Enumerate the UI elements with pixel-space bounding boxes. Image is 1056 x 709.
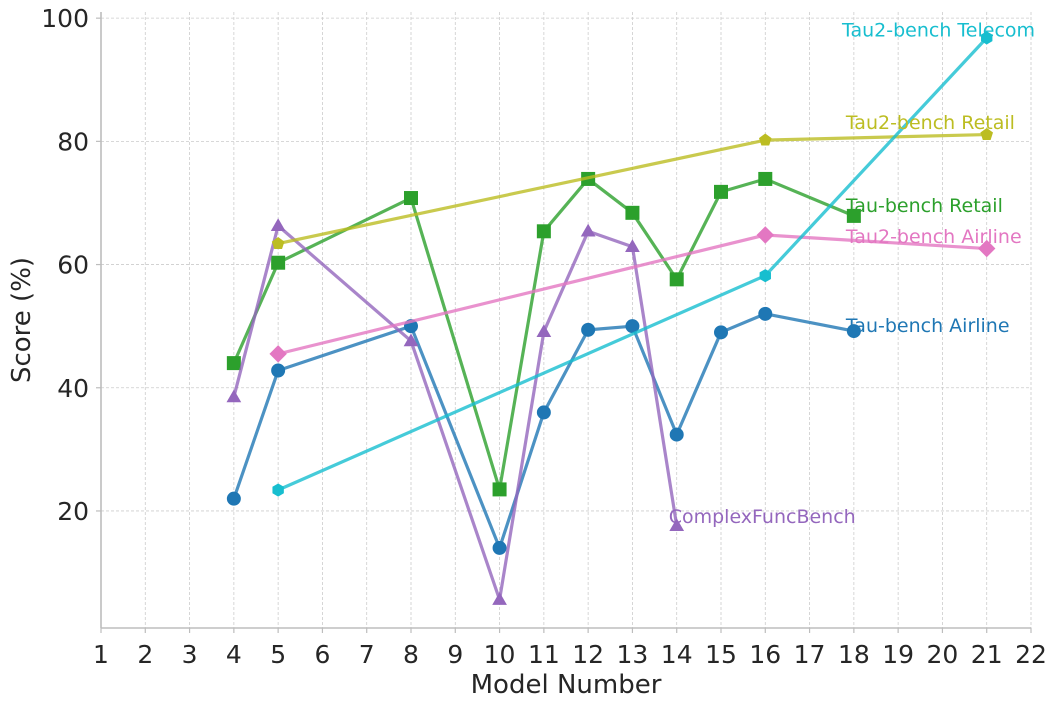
- x-tick-label: 5: [270, 640, 286, 669]
- x-tick-label: 12: [572, 640, 604, 669]
- data-point-square: [846, 208, 861, 223]
- x-tick-label: 15: [705, 640, 737, 669]
- data-point-circle: [581, 322, 596, 337]
- x-tick-label: 1: [93, 640, 109, 669]
- series: [226, 31, 996, 605]
- x-tick-label: 11: [528, 640, 560, 669]
- data-point-square: [226, 356, 241, 371]
- x-tick-label: 14: [661, 640, 693, 669]
- data-point-square: [758, 171, 773, 186]
- series-label: Tau-bench Airline: [845, 315, 1010, 337]
- data-point-hexagon: [759, 269, 771, 283]
- x-tick-label: 8: [403, 640, 419, 669]
- series-label: Tau-bench Retail: [845, 195, 1003, 217]
- data-point-square: [669, 272, 684, 287]
- y-tick-label: 100: [41, 4, 89, 33]
- x-tick-label: 22: [1015, 640, 1047, 669]
- series-tau2-bench-airline: [269, 226, 996, 363]
- series-complexfuncbench: [226, 218, 685, 605]
- data-point-circle: [271, 363, 286, 378]
- x-tick-label: 19: [882, 640, 914, 669]
- y-tick-label: 40: [57, 374, 89, 403]
- data-point-circle: [536, 405, 551, 420]
- data-point-circle: [669, 427, 684, 442]
- data-point-triangle: [270, 218, 286, 231]
- data-point-circle: [714, 325, 728, 340]
- x-tick-label: 21: [971, 640, 1003, 669]
- data-point-square: [625, 205, 640, 220]
- data-point-triangle: [403, 333, 419, 347]
- y-tick-label: 80: [57, 127, 89, 156]
- series-tau2-bench-retail: [271, 127, 994, 249]
- data-point-triangle: [625, 239, 640, 252]
- data-point-hexagon: [272, 483, 284, 497]
- x-ticks: 1 2 3 4 5 6 7 8 9 10 11 12 13 14 15 16 17 18 19 20 21 22: [93, 628, 1047, 669]
- x-tick-label: 6: [314, 640, 330, 669]
- y-axis-title: Score (%): [7, 257, 37, 383]
- data-point-square: [404, 191, 418, 206]
- series-label: Tau2-bench Airline: [845, 226, 1022, 248]
- x-tick-label: 18: [838, 640, 870, 669]
- y-tick-label: 60: [57, 251, 89, 280]
- data-point-triangle: [492, 592, 507, 605]
- series-tau2-bench-telecom: [272, 31, 993, 497]
- data-point-triangle: [226, 389, 242, 403]
- x-tick-label: 16: [749, 640, 781, 669]
- data-point-triangle: [669, 518, 685, 531]
- x-tick-label: 13: [617, 640, 649, 669]
- x-tick-label: 2: [137, 640, 153, 669]
- x-tick-label: 20: [927, 640, 959, 669]
- x-tick-label: 7: [359, 640, 375, 669]
- data-point-square: [714, 184, 728, 199]
- series-label: Tau2-bench Telecom: [841, 19, 1035, 41]
- data-point-diamond: [756, 226, 774, 244]
- data-point-pentagon: [271, 237, 285, 249]
- series-label: ComplexFuncBench: [669, 506, 856, 528]
- x-tick-label: 10: [484, 640, 516, 669]
- data-point-square: [271, 255, 286, 270]
- series-label: Tau2-bench Retail: [845, 112, 1015, 134]
- data-point-pentagon: [980, 127, 994, 140]
- data-point-square: [492, 482, 507, 497]
- series-line: [232, 224, 679, 602]
- axes: [100, 12, 1031, 629]
- data-point-triangle: [580, 223, 596, 237]
- data-point-circle: [846, 324, 861, 339]
- data-point-pentagon: [758, 133, 772, 146]
- x-tick-label: 17: [794, 640, 826, 669]
- data-point-circle: [226, 491, 241, 506]
- data-point-circle: [758, 306, 773, 321]
- data-point-triangle: [536, 324, 552, 337]
- data-point-hexagon: [981, 31, 993, 45]
- data-point-diamond: [269, 345, 287, 363]
- y-tick-label: 20: [57, 497, 89, 526]
- y-ticks: 20 40 60 80 100: [41, 4, 101, 526]
- data-point-square: [536, 224, 551, 239]
- series-labels: Tau-bench Airline Tau-bench Retail Complex…: [669, 19, 1035, 528]
- data-point-circle: [492, 540, 507, 555]
- data-point-diamond: [978, 239, 996, 258]
- x-tick-label: 9: [447, 640, 463, 669]
- x-tick-label: 3: [182, 640, 198, 669]
- x-tick-label: 4: [226, 640, 242, 669]
- x-axis-title: Model Number: [471, 670, 662, 700]
